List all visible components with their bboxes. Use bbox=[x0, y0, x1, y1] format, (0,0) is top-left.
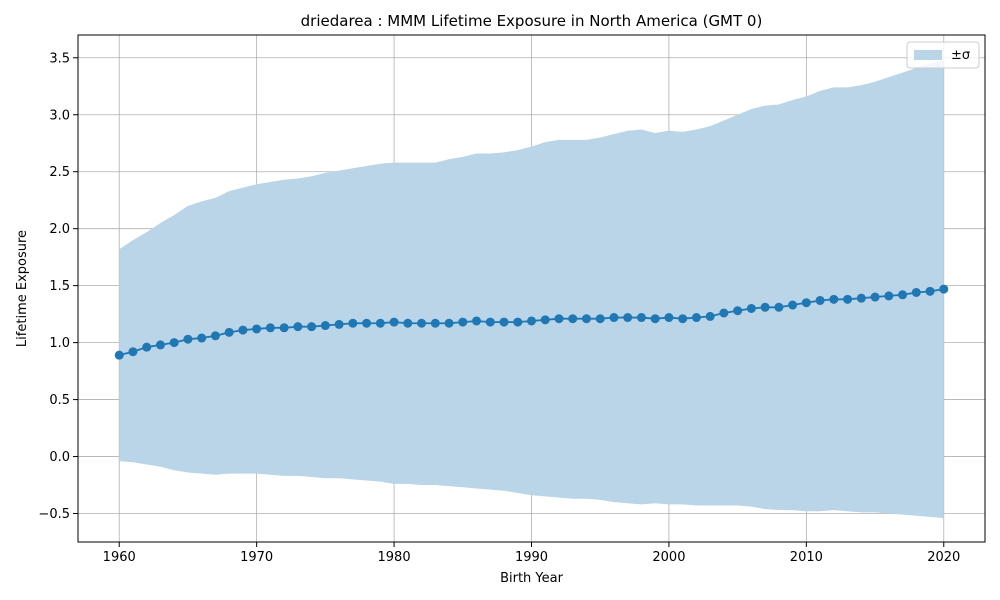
data-point bbox=[320, 321, 330, 331]
x-tick-label: 2020 bbox=[927, 550, 960, 565]
data-point bbox=[527, 316, 536, 326]
y-axis-label: Lifetime Exposure bbox=[15, 230, 30, 347]
data-point bbox=[568, 314, 578, 324]
y-tick-label: 1.5 bbox=[49, 279, 70, 294]
data-point bbox=[430, 318, 440, 328]
data-point bbox=[595, 314, 605, 324]
data-point bbox=[114, 350, 124, 360]
x-tick-label: 1970 bbox=[240, 550, 273, 565]
data-point bbox=[581, 314, 591, 324]
y-tick-label: −0.5 bbox=[38, 507, 70, 522]
data-point bbox=[843, 294, 853, 304]
data-point bbox=[389, 317, 399, 327]
data-point bbox=[307, 322, 317, 332]
data-point bbox=[485, 317, 495, 327]
legend-label: ±σ bbox=[951, 48, 970, 63]
data-point bbox=[801, 298, 811, 308]
data-point bbox=[733, 306, 743, 316]
data-point bbox=[279, 323, 289, 333]
data-point bbox=[856, 293, 866, 303]
y-tick-label: 3.5 bbox=[49, 51, 70, 66]
mean-series bbox=[114, 284, 949, 360]
y-axis: −0.5 0.0 0.5 1.0 1.5 2.0 2.5 3.0 3.5 bbox=[38, 51, 78, 522]
data-point bbox=[444, 318, 454, 328]
data-point bbox=[678, 314, 688, 324]
data-point bbox=[348, 318, 358, 328]
data-point bbox=[499, 317, 509, 327]
data-point bbox=[252, 324, 262, 334]
data-point bbox=[197, 333, 207, 343]
data-point bbox=[609, 313, 619, 323]
data-point bbox=[815, 295, 825, 305]
x-tick-label: 1990 bbox=[515, 550, 548, 565]
chart-title: driedarea : MMM Lifetime Exposure in Nor… bbox=[301, 12, 763, 30]
data-point bbox=[403, 318, 413, 328]
data-point bbox=[513, 317, 523, 327]
data-point bbox=[540, 315, 550, 325]
data-point bbox=[664, 313, 674, 323]
data-point bbox=[375, 318, 385, 328]
data-point bbox=[746, 303, 756, 313]
data-point bbox=[169, 338, 179, 348]
x-tick-label: 1960 bbox=[103, 550, 136, 565]
data-point bbox=[760, 302, 770, 312]
data-point bbox=[238, 325, 248, 335]
x-tick-label: 2000 bbox=[652, 550, 685, 565]
std-band-area bbox=[119, 60, 944, 519]
data-point bbox=[183, 334, 193, 344]
data-point bbox=[362, 318, 372, 328]
x-axis: 1960 1970 1980 1990 2000 2010 2020 bbox=[103, 542, 960, 565]
data-point bbox=[719, 308, 729, 318]
y-tick-label: 0.5 bbox=[49, 393, 70, 408]
legend: ±σ bbox=[906, 41, 980, 69]
data-point bbox=[925, 286, 935, 296]
y-tick-label: 1.0 bbox=[49, 336, 70, 351]
data-point bbox=[788, 300, 798, 310]
data-point bbox=[636, 313, 646, 323]
data-point bbox=[911, 287, 921, 297]
data-point bbox=[417, 318, 427, 328]
legend-swatch bbox=[914, 50, 942, 60]
y-tick-label: 2.5 bbox=[49, 165, 70, 180]
y-tick-label: 2.0 bbox=[49, 222, 70, 237]
x-axis-label: Birth Year bbox=[500, 571, 564, 586]
data-point bbox=[691, 313, 701, 323]
y-tick-label: 3.0 bbox=[49, 108, 70, 123]
x-tick-label: 2010 bbox=[790, 550, 823, 565]
data-point bbox=[870, 292, 880, 302]
data-point bbox=[705, 311, 715, 321]
data-point bbox=[293, 322, 303, 332]
data-point bbox=[623, 313, 633, 323]
data-point bbox=[898, 290, 908, 300]
data-point bbox=[554, 314, 564, 324]
data-point bbox=[265, 323, 275, 333]
data-point bbox=[210, 331, 220, 341]
data-point bbox=[650, 314, 660, 324]
data-point bbox=[458, 317, 468, 327]
data-point bbox=[155, 340, 165, 350]
data-point bbox=[774, 302, 784, 312]
data-point bbox=[128, 347, 138, 357]
data-point bbox=[224, 327, 234, 337]
data-point bbox=[829, 294, 839, 304]
y-tick-label: 0.0 bbox=[49, 450, 70, 465]
legend-box bbox=[906, 41, 980, 69]
data-point bbox=[939, 284, 949, 294]
data-point bbox=[142, 342, 152, 352]
x-tick-label: 1980 bbox=[378, 550, 411, 565]
data-point bbox=[334, 319, 344, 329]
data-point bbox=[472, 316, 482, 326]
data-point bbox=[884, 291, 894, 301]
